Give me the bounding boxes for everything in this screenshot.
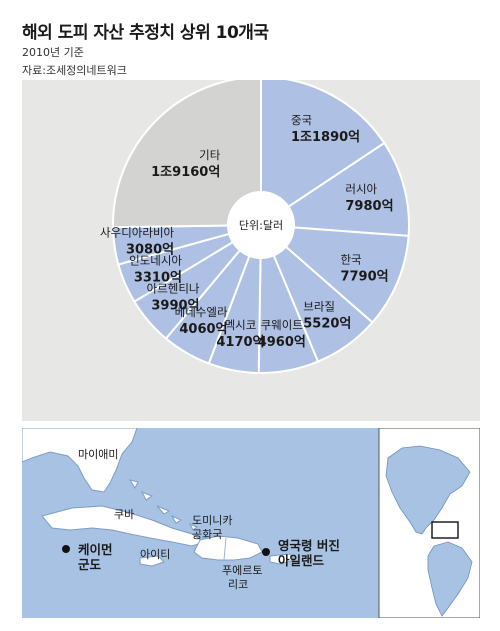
pie-label-name-9: 사우디아라비아 — [100, 226, 174, 240]
pie-label-value-6: 4060억 — [179, 322, 227, 337]
cuba-land — [41, 505, 206, 547]
pie-label-10: 기타 1조9160억 — [151, 148, 221, 180]
pie-label-value-4: 4960억 — [258, 335, 306, 350]
label-miami: 마이애미 — [78, 448, 118, 461]
pie-label-value-5: 4170억 — [216, 335, 264, 350]
label-cayman: 케이먼 군도 — [78, 542, 113, 572]
pie-label-value-1: 7980억 — [345, 199, 393, 214]
pie-label-value-10: 1조9160억 — [151, 165, 220, 180]
pie-label-value-2: 7790억 — [340, 269, 388, 284]
caribbean-map: 마이애미 쿠바 아이티 도미니카 공화국 푸에르토 리코 케이먼 군도 영국령 버진 아… — [21, 427, 481, 619]
pie-label-name-3: 브라질 — [303, 299, 335, 313]
label-dominican: 도미니카 공화국 — [192, 514, 232, 541]
pie-slices — [112, 80, 410, 374]
pie-slice-0 — [260, 80, 386, 227]
pie-label-name-10: 기타 — [199, 148, 221, 162]
florida-land — [21, 427, 138, 493]
pie-label-8: 인도네시아 3310억 — [129, 254, 182, 286]
pie-label-value-7: 3990억 — [151, 299, 199, 314]
jamaica-land — [139, 555, 165, 567]
pie-slice-1 — [258, 141, 410, 237]
pie-label-name-0: 중국 — [291, 113, 312, 127]
label-bvi: 영국령 버진 아일랜드 — [278, 538, 340, 568]
pie-label-name-1: 러시아 — [345, 182, 377, 196]
pie-label-name-4: 쿠웨이트 — [261, 318, 303, 332]
pie-slice-2 — [258, 223, 410, 324]
pie-label-value-0: 1조1890억 — [291, 130, 360, 145]
inset-highlight-box — [431, 521, 459, 539]
cayman-marker — [62, 545, 70, 553]
pie-label-5: 멕시코 4170억 — [216, 318, 264, 350]
pie-center-hole — [227, 191, 295, 259]
pie-label-7: 아르헨티나 3990억 — [147, 282, 200, 314]
pie-label-2: 한국 7790억 — [340, 252, 388, 284]
pie-label-9: 사우디아라비아 3080억 — [100, 226, 174, 258]
chart-subtitle: 2010년 기준 — [22, 46, 84, 59]
pie-label-name-8: 인도네시아 — [129, 254, 182, 268]
pie-label-name-2: 한국 — [340, 252, 361, 266]
pie-label-value-8: 3310억 — [134, 271, 182, 286]
pie-slice-10 — [112, 80, 262, 229]
bahamas-islands — [128, 479, 198, 531]
haiti-dr-border — [223, 537, 227, 561]
pie-label-6: 베네수엘라 4060억 — [175, 305, 228, 337]
chart-source: 자료:조세정의네트워크 — [22, 64, 127, 77]
bvi-marker — [262, 548, 270, 556]
label-cuba: 쿠바 — [114, 508, 134, 521]
pie-label-4: 쿠웨이트 4960억 — [258, 318, 306, 350]
pie-label-value-3: 5520억 — [303, 316, 351, 331]
pie-label-name-6: 베네수엘라 — [175, 305, 228, 319]
pie-label-value-9: 3080억 — [126, 243, 174, 258]
hispaniola-land — [193, 535, 263, 561]
pie-label-3: 브라질 5520억 — [303, 299, 351, 331]
pie-label-name-7: 아르헨티나 — [147, 282, 200, 296]
label-haiti: 아이티 — [140, 548, 170, 561]
unit-label: 단위:달러 — [239, 219, 283, 232]
pie-label-0: 중국 1조1890억 — [291, 113, 360, 145]
inset-south-america — [427, 541, 473, 617]
map-panel: 마이애미 쿠바 아이티 도미니카 공화국 푸에르토 리코 케이먼 군도 영국령 버진 아… — [21, 427, 481, 619]
chart-title: 해외 도피 자산 추정치 상위 10개국 — [22, 23, 269, 43]
inset-north-america — [385, 445, 471, 535]
label-puertorico: 푸에르토 리코 — [222, 564, 262, 591]
puertorico-land — [269, 553, 295, 565]
pie-label-name-5: 멕시코 — [225, 318, 257, 332]
pie-label-1: 러시아 7980억 — [345, 182, 393, 214]
